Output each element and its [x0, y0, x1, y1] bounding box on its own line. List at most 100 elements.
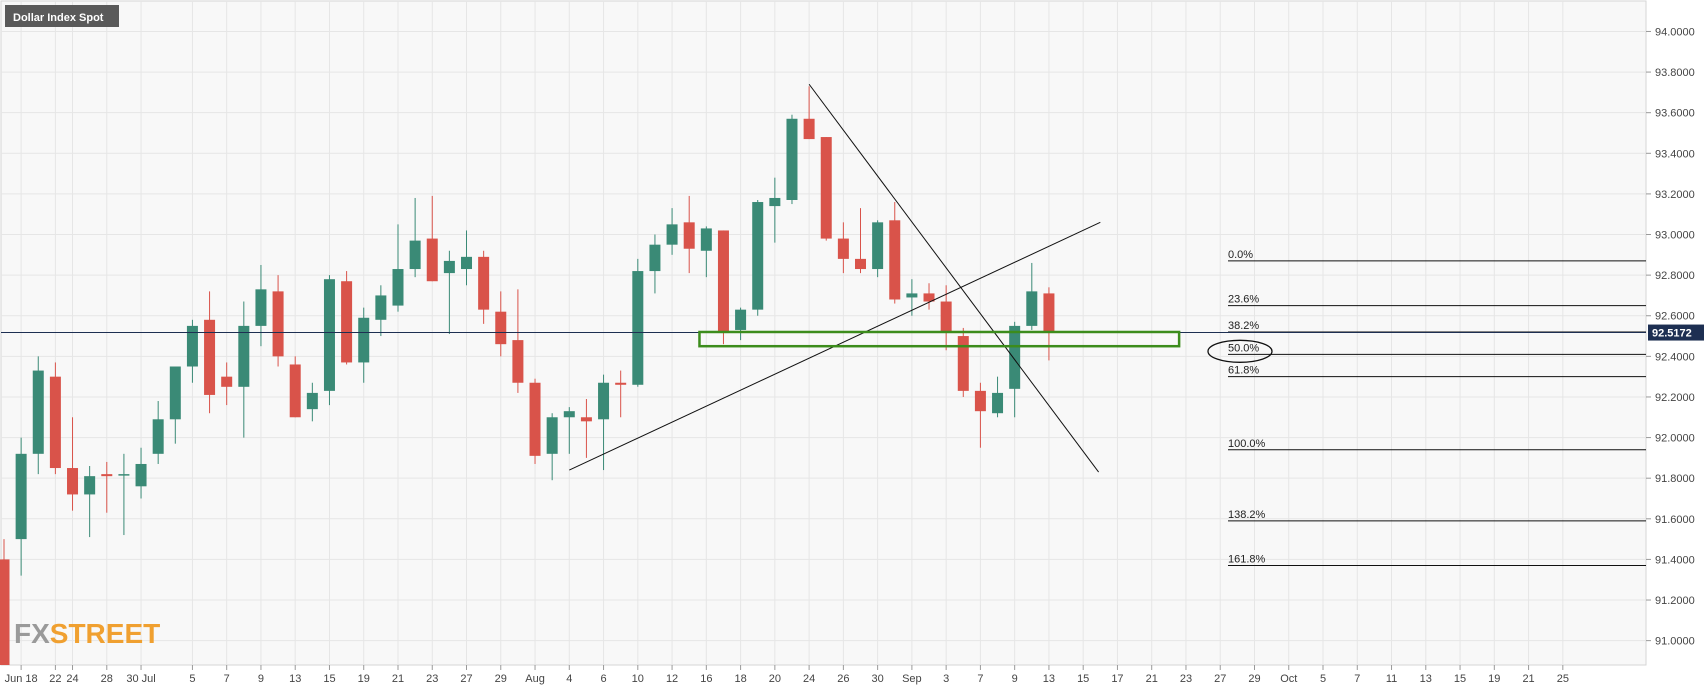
x-tick-label: 22	[49, 673, 61, 685]
candle-body	[443, 260, 455, 274]
candle-body	[735, 309, 747, 330]
x-tick-label: 13	[289, 673, 301, 685]
candle-body	[0, 559, 10, 665]
y-tick-label: 91.2000	[1655, 595, 1695, 607]
candle-body	[529, 382, 541, 456]
x-tick-label: 5	[1320, 673, 1326, 685]
x-tick-label: Aug	[525, 673, 545, 685]
candle-body	[598, 382, 610, 420]
candle-body	[375, 295, 387, 320]
candle-body	[426, 238, 438, 282]
candle-body	[341, 281, 353, 363]
candle-body	[769, 197, 781, 207]
candle-body	[1009, 325, 1021, 389]
candle-body	[358, 317, 370, 363]
x-tick-label: 27	[460, 673, 472, 685]
fib-level-label: 23.6%	[1228, 294, 1259, 306]
y-tick-label: 92.0000	[1655, 433, 1695, 445]
x-tick-label: 9	[258, 673, 264, 685]
title-badge-bg	[5, 5, 119, 27]
candle-body	[992, 392, 1004, 414]
x-tick-label: 23	[1180, 673, 1192, 685]
support-zone-box	[698, 330, 1181, 348]
candle-body	[152, 419, 164, 454]
x-tick-label: 7	[1354, 673, 1360, 685]
candle-body	[32, 370, 44, 454]
fibonacci-levels: 0.0% 23.6% 38.2% 50.0% 61.8% 100.0% 138.2% 161.…	[1228, 249, 1646, 567]
fib-level-label: 161.8%	[1228, 554, 1266, 566]
x-tick-label: Oct	[1280, 673, 1297, 685]
y-tick-label: 93.6000	[1655, 108, 1695, 120]
x-tick-label: 24	[803, 673, 815, 685]
candle-body	[478, 256, 490, 310]
y-tick-label: 91.6000	[1655, 514, 1695, 526]
y-tick-label: 91.0000	[1655, 636, 1695, 648]
candle-body	[786, 118, 798, 200]
candle-body	[820, 137, 832, 239]
y-tick-label: 93.0000	[1655, 230, 1695, 242]
candle-body	[84, 476, 96, 495]
candle-body	[512, 340, 524, 383]
x-tick-label: 29	[1248, 673, 1260, 685]
y-tick-label: 92.2000	[1655, 392, 1695, 404]
x-tick-label: 15	[1454, 673, 1466, 685]
watermark-logo-part-2: STREET	[50, 618, 160, 649]
y-axis: 94.0000 93.8000 93.6000 93.4000 93.2000 93.00…	[1646, 26, 1704, 648]
x-tick-label: 15	[323, 673, 335, 685]
x-tick-label: 11	[1386, 673, 1397, 685]
y-tick-label: 93.2000	[1655, 189, 1695, 201]
candle-body	[923, 293, 935, 302]
candle-body	[101, 474, 113, 477]
candle-body	[67, 468, 79, 495]
x-tick-label: 25	[1557, 673, 1569, 685]
x-tick-label: 29	[495, 673, 507, 685]
candle-body	[495, 311, 507, 345]
x-tick-label: 17	[1111, 673, 1123, 685]
candle-body	[855, 258, 866, 270]
candle-body	[700, 228, 712, 251]
overlay: Dollar Index Spot FXSTREET	[5, 5, 160, 649]
candle-body	[238, 325, 250, 387]
last-price-tag: 92.5172	[1652, 328, 1692, 340]
x-tick-label: 21	[392, 673, 404, 685]
x-tick-label: 24	[66, 673, 78, 685]
x-tick-label: 26	[837, 673, 849, 685]
candle-body	[221, 376, 233, 387]
fib-level-label: 0.0%	[1228, 249, 1253, 261]
candle-body	[392, 269, 404, 306]
y-tick-label: 91.8000	[1655, 473, 1695, 485]
candle-body	[752, 202, 764, 310]
x-tick-label: Jun 18	[5, 673, 38, 685]
chart-title: Dollar Index Spot	[13, 12, 104, 24]
candle-body	[717, 230, 729, 332]
x-tick-label: 19	[358, 673, 370, 685]
watermark-logo: FXSTREET	[14, 618, 160, 649]
candle-body	[546, 417, 558, 454]
x-tick-label: 21	[1522, 673, 1534, 685]
candle-body	[649, 244, 661, 272]
x-tick-label: 4	[566, 673, 572, 685]
x-tick-label: 13	[1420, 673, 1432, 685]
x-tick-label: 21	[1146, 673, 1158, 685]
y-tick-label: 91.4000	[1655, 554, 1695, 566]
y-tick-label: 93.4000	[1655, 148, 1695, 160]
candle-body	[872, 222, 884, 270]
y-tick-label: 92.6000	[1655, 311, 1695, 323]
candle-body	[306, 392, 318, 410]
y-tick-label: 92.4000	[1655, 351, 1695, 363]
trendline-descending	[808, 83, 1100, 473]
fib-level-label: 38.2%	[1228, 320, 1259, 332]
x-tick-label: 16	[700, 673, 712, 685]
x-tick-label: 18	[734, 673, 746, 685]
candle-body	[255, 289, 267, 326]
fib-level-label: 138.2%	[1228, 509, 1266, 521]
x-tick-label: 7	[224, 673, 230, 685]
candle-body	[974, 390, 986, 412]
candle-body	[632, 271, 644, 385]
candle-body	[461, 256, 473, 270]
candle-body	[803, 118, 815, 140]
candle-body	[409, 240, 421, 270]
candle-body	[204, 319, 216, 395]
